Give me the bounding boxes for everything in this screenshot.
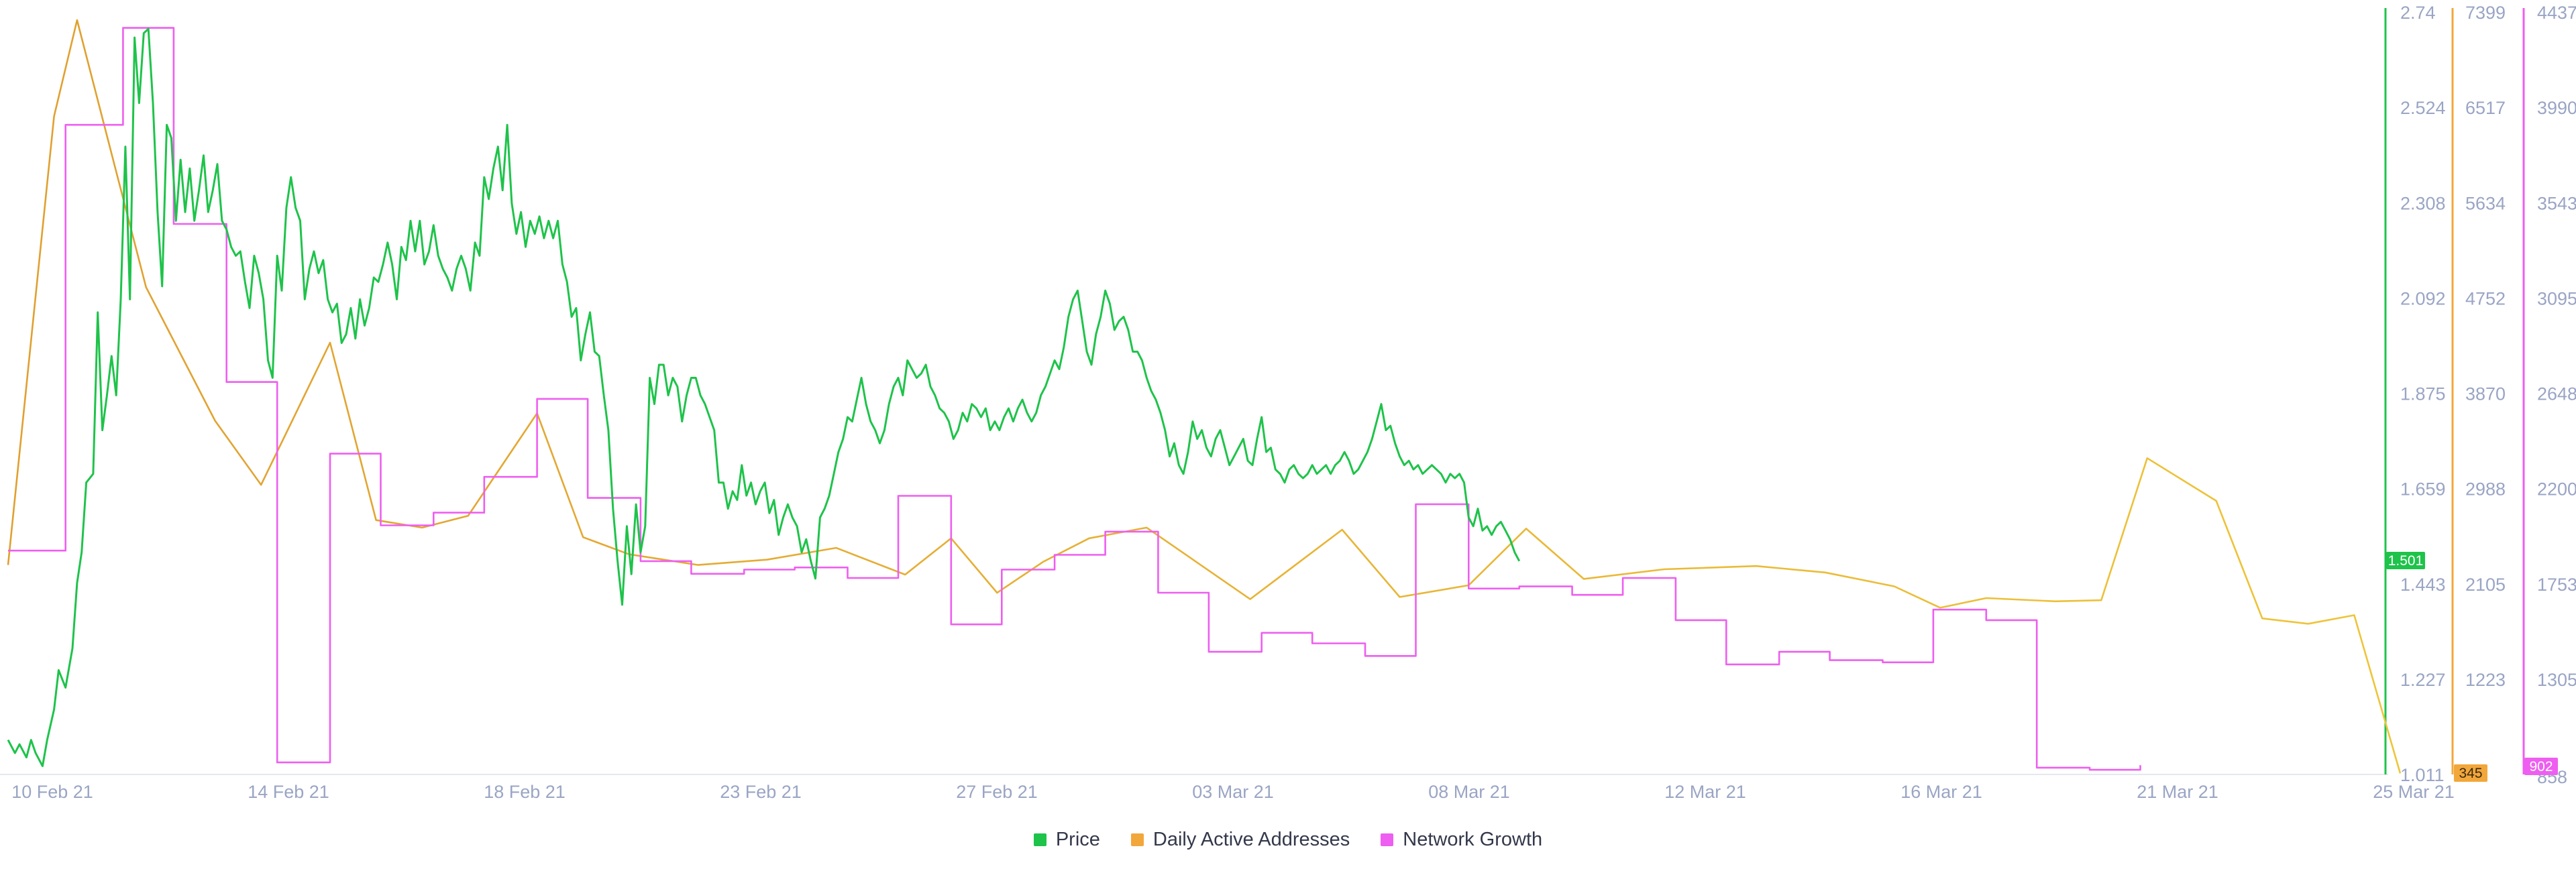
x-tick-label: 12 Mar 21	[1664, 782, 1746, 802]
price-current-badge-text: 1.501	[2388, 553, 2424, 569]
growth-current-badge: 902	[2524, 758, 2558, 775]
price-tick-label: 1.011	[2400, 765, 2445, 785]
growth-tick-label: 3095	[2537, 288, 2576, 308]
growth-tick-label: 3543	[2537, 193, 2576, 213]
legend-label-daily-active-addresses: Daily Active Addresses	[1152, 828, 1350, 850]
series-line-network-growth	[8, 27, 2141, 771]
price-tick-label: 1.443	[2400, 575, 2446, 595]
x-tick-label: 23 Feb 21	[720, 782, 802, 802]
daa-tick-label: 6517	[2465, 98, 2506, 118]
daa-tick-label: 2988	[2465, 479, 2506, 500]
x-tick-label: 21 Mar 21	[2137, 782, 2218, 802]
legend-swatch-network-growth	[1381, 833, 1394, 846]
legend-swatch-price	[1033, 833, 1046, 846]
growth-tick-label: 2200	[2537, 479, 2576, 500]
price-tick-label: 2.74	[2400, 3, 2436, 23]
price-tick-label: 1.875	[2400, 384, 2446, 404]
x-tick-label: 25 Mar 21	[2373, 782, 2455, 802]
x-tick-label: 10 Feb 21	[11, 782, 93, 802]
price-current-badge-bg	[2386, 552, 2425, 569]
legend-label-price: Price	[1055, 828, 1100, 850]
growth-tick-label: 3990	[2537, 98, 2576, 118]
daa-tick-label: 1223	[2465, 670, 2506, 690]
legend-swatch-daily-active-addresses	[1130, 833, 1144, 846]
legend-label-network-growth: Network Growth	[1403, 828, 1543, 850]
x-tick-label: 08 Mar 21	[1428, 782, 1510, 802]
daa-current-badge-bg	[2454, 764, 2487, 782]
price-tick-label: 1.659	[2400, 479, 2446, 500]
x-tick-label: 16 Mar 21	[1900, 782, 1982, 802]
daa-tick-label: 3870	[2465, 384, 2506, 404]
growth-current-badge-text: 902	[2529, 759, 2553, 774]
price-tick-label: 2.092	[2400, 288, 2446, 308]
x-tick-label: 27 Feb 21	[956, 782, 1038, 802]
legend-item-price[interactable]: Price	[1033, 828, 1100, 851]
growth-current-badge-bg	[2524, 758, 2558, 775]
daa-current-badge: 345	[2454, 764, 2487, 782]
price-tick-label: 2.524	[2400, 98, 2446, 118]
daa-current-badge-text: 345	[2459, 766, 2482, 781]
growth-tick-label: 1305	[2537, 670, 2576, 690]
series-line-daily-active-addresses	[7, 19, 2402, 774]
legend: Price Daily Active Addresses Network Gro…	[0, 826, 2576, 853]
growth-tick-label: 2648	[2537, 384, 2576, 404]
growth-tick-label: 1753	[2537, 575, 2576, 595]
x-tick-label: 14 Feb 21	[248, 782, 329, 802]
daa-tick-label: 5634	[2465, 193, 2506, 213]
legend-item-daily-active-addresses[interactable]: Daily Active Addresses	[1130, 828, 1350, 851]
legend-item-network-growth[interactable]: Network Growth	[1381, 829, 1542, 851]
series-line-price	[7, 27, 1521, 768]
x-tick-label: 18 Feb 21	[484, 782, 566, 802]
price-current-badge: 1.501	[2386, 552, 2425, 569]
x-tick-label: 03 Mar 21	[1192, 782, 1274, 802]
price-tick-label: 1.227	[2400, 670, 2446, 690]
daa-tick-label: 4752	[2465, 288, 2506, 308]
daa-tick-label: 2105	[2465, 575, 2506, 595]
price-tick-label: 2.308	[2400, 193, 2446, 213]
growth-tick-label: 4437	[2537, 3, 2576, 23]
daa-tick-label: 7399	[2465, 3, 2506, 23]
